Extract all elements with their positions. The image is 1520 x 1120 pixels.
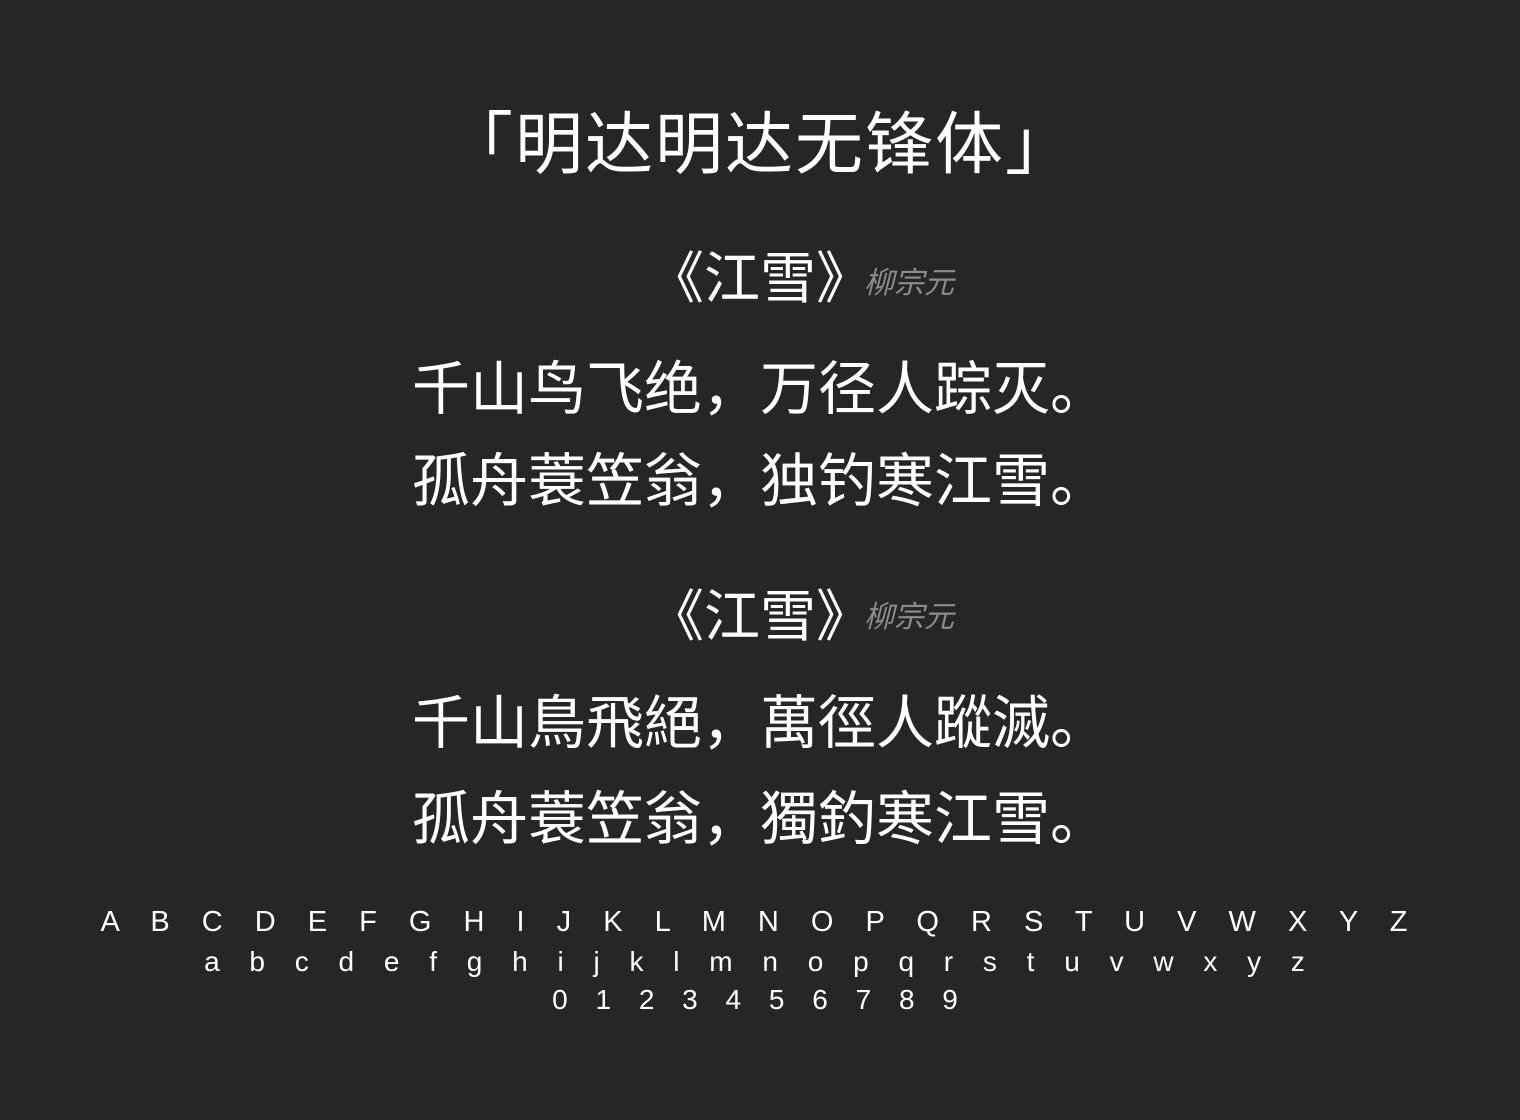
- simplified-poem-author: 柳宗元: [864, 266, 954, 301]
- simplified-verse-line-1: 千山鸟飞绝，万径人踪灭。: [411, 355, 1108, 423]
- lowercase-alphabet: a b c d e f g h i j k l m n o p q r s t …: [204, 946, 1316, 977]
- traditional-verse-line-2: 孤舟蓑笠翁，獨釣寒江雪。: [411, 785, 1108, 853]
- traditional-verse-line-1: 千山鳥飛絕，萬徑人蹤滅。: [411, 689, 1108, 757]
- digit-samples: 0 1 2 3 4 5 6 7 8 9: [552, 984, 968, 1015]
- traditional-poem-header: 《江雪》: [0, 590, 1520, 646]
- font-name-heading: 「明达明达无锋体」: [444, 106, 1075, 185]
- simplified-poem-header: 《江雪》: [0, 252, 1520, 308]
- traditional-poem-title: 《江雪》: [648, 585, 872, 650]
- simplified-verse-line-2: 孤舟蓑笠翁，独钓寒江雪。: [411, 447, 1108, 515]
- traditional-poem-author: 柳宗元: [864, 600, 954, 635]
- simplified-poem-title: 《江雪》: [648, 247, 872, 312]
- uppercase-alphabet: A B C D E F G H I J K L M N O P Q R S T …: [100, 906, 1420, 938]
